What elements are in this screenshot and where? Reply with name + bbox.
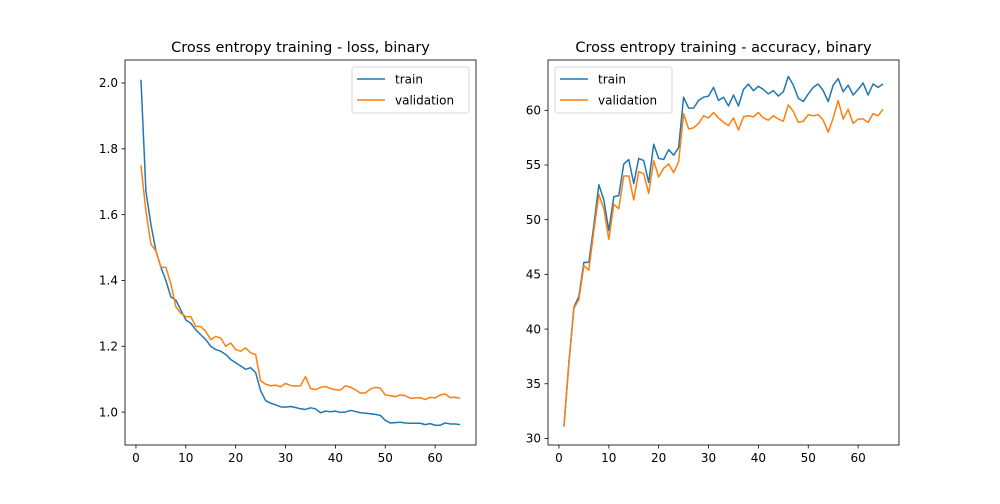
accuracy-x-tick-label: 40: [751, 451, 766, 465]
loss-y-tick-label: 1.6: [99, 208, 118, 222]
accuracy-legend-label-train: train: [598, 73, 626, 87]
loss-legend-label-train: train: [395, 73, 423, 87]
accuracy-chart-title: Cross entropy training - accuracy, binar…: [575, 40, 872, 56]
loss-series-validation-line: [140, 165, 461, 401]
loss-x-tick-label: 60: [427, 451, 442, 465]
loss-y-tick-label: 1.0: [99, 405, 118, 419]
loss-y-tick-label: 2.0: [99, 76, 118, 90]
accuracy-x-tick-label: 60: [850, 451, 865, 465]
loss-chart-title: Cross entropy training - loss, binary: [171, 40, 430, 56]
accuracy-y-tick-label: 55: [526, 158, 541, 172]
accuracy-legend: train validation: [554, 66, 673, 114]
loss-x-tick-label: 40: [328, 451, 343, 465]
loss-y-tick-label: 1.8: [99, 142, 118, 156]
accuracy-x-tick-label: 30: [701, 451, 716, 465]
accuracy-y-tick-label: 30: [526, 432, 541, 446]
loss-x-tick-label: 10: [178, 451, 193, 465]
accuracy-legend-label-validation: validation: [598, 94, 657, 108]
loss-x-tick-label: 30: [278, 451, 293, 465]
accuracy-series-train-line: [563, 75, 884, 427]
loss-series-train-line: [140, 79, 461, 427]
accuracy-x-tick-label: 0: [555, 451, 563, 465]
loss-y-tick-label: 1.4: [99, 274, 118, 288]
accuracy-y-tick-label: 50: [526, 213, 541, 227]
accuracy-series-validation-line: [563, 99, 884, 427]
loss-legend-label-validation: validation: [395, 94, 454, 108]
loss-x-tick-label: 0: [132, 451, 140, 465]
accuracy-y-tick-label: 45: [526, 268, 541, 282]
accuracy-chart-panel: Cross entropy training - accuracy, binar…: [526, 40, 900, 465]
loss-y-tick-label: 1.2: [99, 339, 118, 353]
loss-chart-panel: Cross entropy training - loss, binary 0 1…: [99, 40, 477, 465]
loss-x-tick-label: 50: [378, 451, 393, 465]
accuracy-plot-frame: [547, 59, 900, 446]
loss-legend: train validation: [351, 66, 470, 114]
accuracy-x-tick-label: 20: [651, 451, 666, 465]
accuracy-y-tick-label: 35: [526, 377, 541, 391]
accuracy-x-tick-label: 10: [601, 451, 616, 465]
accuracy-x-tick-label: 50: [801, 451, 816, 465]
loss-plot-frame: [124, 59, 477, 446]
loss-x-tick-label: 20: [228, 451, 243, 465]
accuracy-y-tick-label: 40: [526, 322, 541, 336]
accuracy-y-tick-label: 60: [526, 104, 541, 118]
